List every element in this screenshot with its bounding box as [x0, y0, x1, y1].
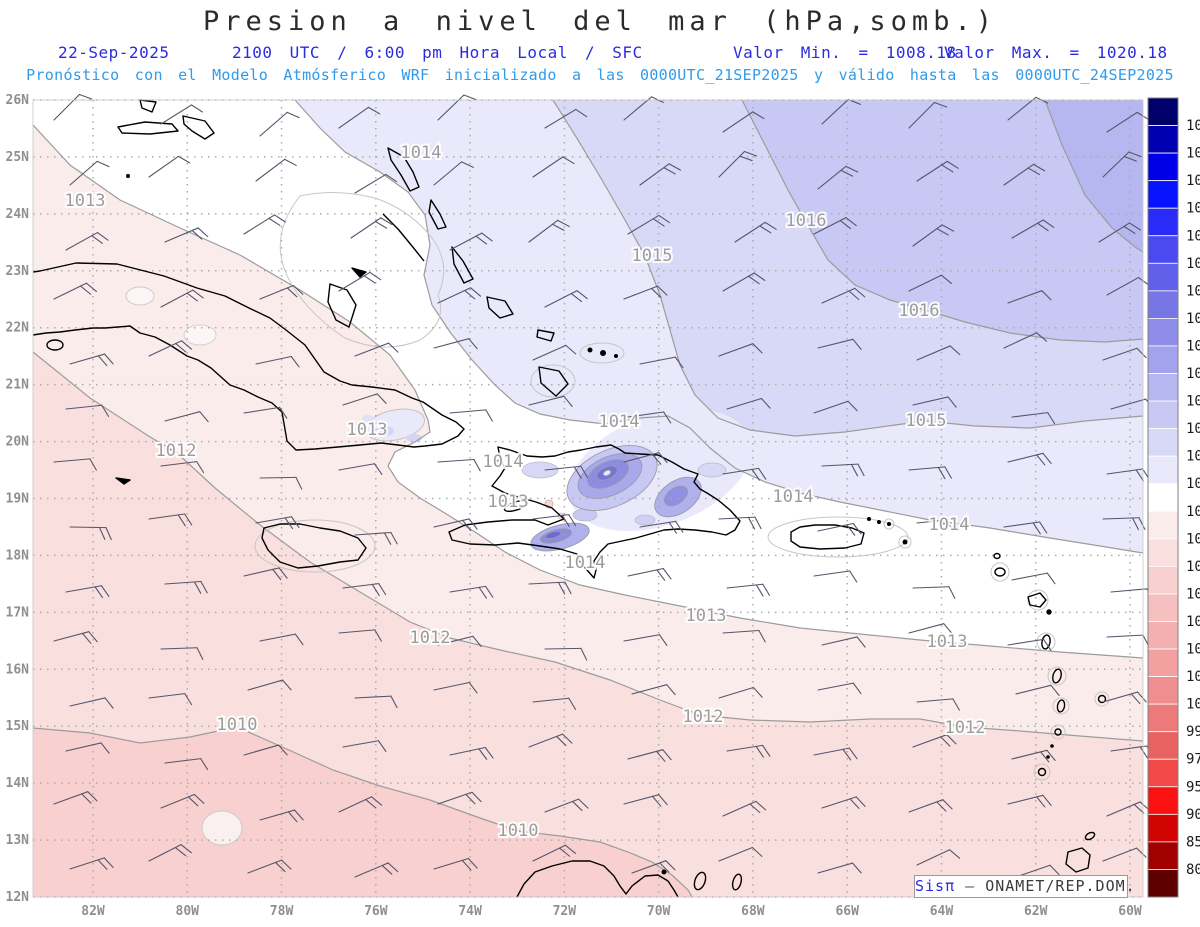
isobar-label: 1013: [347, 420, 388, 440]
lat-tick-label: 24N: [6, 207, 30, 222]
colorbar-tick-label: 950: [1186, 779, 1200, 795]
brand-label: Sisπ: [915, 877, 956, 895]
isobar-label: 1012: [410, 628, 451, 648]
isobar-label: 1010: [217, 715, 258, 735]
lat-tick-label: 13N: [6, 833, 30, 848]
isobar-label: 1013: [686, 606, 727, 626]
colorbar-tick-label: 1019: [1186, 338, 1200, 354]
colorbar-tick-label: 1020: [1186, 311, 1200, 327]
attribution-box: Sisπ – ONAMET/REP.DOM.: [914, 875, 1135, 898]
colorbar-tick-label: 1025: [1186, 256, 1200, 272]
validity-line: 22-Sep-2025 2100 UTC / 6:00 pm Hora Loca…: [0, 43, 1200, 63]
colorbar-tick-label: 1040: [1186, 146, 1200, 162]
colorbar-tick-label: 1010: [1186, 559, 1200, 575]
lat-tick-label: 14N: [6, 776, 30, 791]
isobar-label: 1014: [599, 412, 640, 432]
colorbar-tick-label: 1000: [1186, 697, 1200, 713]
colorbar: [1147, 97, 1179, 898]
colorbar-tick-label: 1028: [1186, 228, 1200, 244]
lat-tick-label: 19N: [6, 492, 30, 507]
colorbar-tick-label: 1018: [1186, 366, 1200, 382]
page-title: Presion a nivel del mar (hPa,somb.): [203, 6, 997, 37]
isobar-label: 1015: [632, 246, 673, 266]
colorbar-tick-label: 1012: [1186, 531, 1200, 547]
isobar-label: 1016: [786, 211, 827, 231]
colorbar-tick-label: 1030: [1186, 201, 1200, 217]
isobar-label: 1014: [483, 452, 524, 472]
lon-tick-label: 72W: [553, 904, 577, 919]
valid-date: 22-Sep-2025: [58, 43, 170, 62]
isobar-label: 1014: [401, 143, 442, 163]
lat-tick-label: 23N: [6, 264, 30, 279]
forecast-subtitle: Pronóstico con el Modelo Atmósferico WRF…: [26, 66, 1174, 84]
isobar-label: 1016: [899, 301, 940, 321]
isobar-label: 1010: [498, 821, 539, 841]
lon-tick-label: 64W: [930, 904, 954, 919]
colorbar-tick-label: 1017: [1186, 394, 1200, 410]
lat-tick-label: 26N: [6, 93, 30, 108]
min-value-label: Valor Min. = 1008.18: [733, 43, 957, 62]
isobar-label: 1013: [927, 632, 968, 652]
isobar-label: 1012: [156, 441, 197, 461]
colorbar-tick-label: 1050: [1186, 118, 1200, 134]
isobar-label: 1013: [65, 191, 106, 211]
max-value-label: Valor Max. = 1020.18: [944, 43, 1168, 62]
lon-tick-label: 76W: [364, 904, 388, 919]
lon-tick-label: 66W: [835, 904, 859, 919]
colorbar-tick-label: 1013: [1186, 504, 1200, 520]
lat-tick-label: 20N: [6, 435, 30, 450]
lon-tick-label: 62W: [1024, 904, 1048, 919]
attribution-separator: –: [965, 877, 976, 895]
colorbar-tick-label: 1002: [1186, 669, 1200, 685]
colorbar-tick-label: 1006: [1186, 614, 1200, 630]
lat-tick-label: 21N: [6, 378, 30, 393]
lon-tick-label: 60W: [1118, 904, 1142, 919]
colorbar-tick-label: 900: [1186, 807, 1200, 823]
isobar-label: 1014: [929, 515, 970, 535]
colorbar-tick-label: 1022: [1186, 283, 1200, 299]
isobar-label: 1014: [773, 487, 814, 507]
colorbar-tick-label: 1015: [1186, 449, 1200, 465]
colorbar-tick-label: 1035: [1186, 173, 1200, 189]
lat-tick-label: 25N: [6, 150, 30, 165]
lat-tick-label: 17N: [6, 605, 30, 620]
colorbar-tick-label: 970: [1186, 752, 1200, 768]
isobar-label: 1012: [945, 718, 986, 738]
colorbar-tick-label: 850: [1186, 834, 1200, 850]
colorbar-tick-label: 1016: [1186, 421, 1200, 437]
lat-tick-label: 12N: [6, 890, 30, 905]
isobar-label: 1014: [565, 553, 606, 573]
lat-tick-label: 18N: [6, 548, 30, 563]
isobar-label: 1013: [488, 492, 529, 512]
lat-tick-label: 15N: [6, 719, 30, 734]
colorbar-tick-label: 1004: [1186, 642, 1200, 658]
lon-tick-label: 80W: [176, 904, 200, 919]
lon-tick-label: 78W: [270, 904, 294, 919]
valid-time: 2100 UTC / 6:00 pm Hora Local / SFC: [232, 43, 643, 62]
isobar-label: 1012: [683, 707, 724, 727]
lon-tick-label: 82W: [81, 904, 105, 919]
colorbar-tick-label: 990: [1186, 724, 1200, 740]
lon-tick-label: 68W: [741, 904, 765, 919]
lon-tick-label: 70W: [647, 904, 671, 919]
org-label: ONAMET/REP.DOM.: [985, 877, 1136, 895]
colorbar-tick-label: 800: [1186, 862, 1200, 878]
colorbar-tick-label: 1008: [1186, 586, 1200, 602]
isobar-label: 1015: [906, 411, 947, 431]
lat-tick-label: 22N: [6, 321, 30, 336]
lat-tick-label: 16N: [6, 662, 30, 677]
colorbar-tick-label: 1014: [1186, 476, 1200, 492]
lon-tick-label: 74W: [458, 904, 482, 919]
